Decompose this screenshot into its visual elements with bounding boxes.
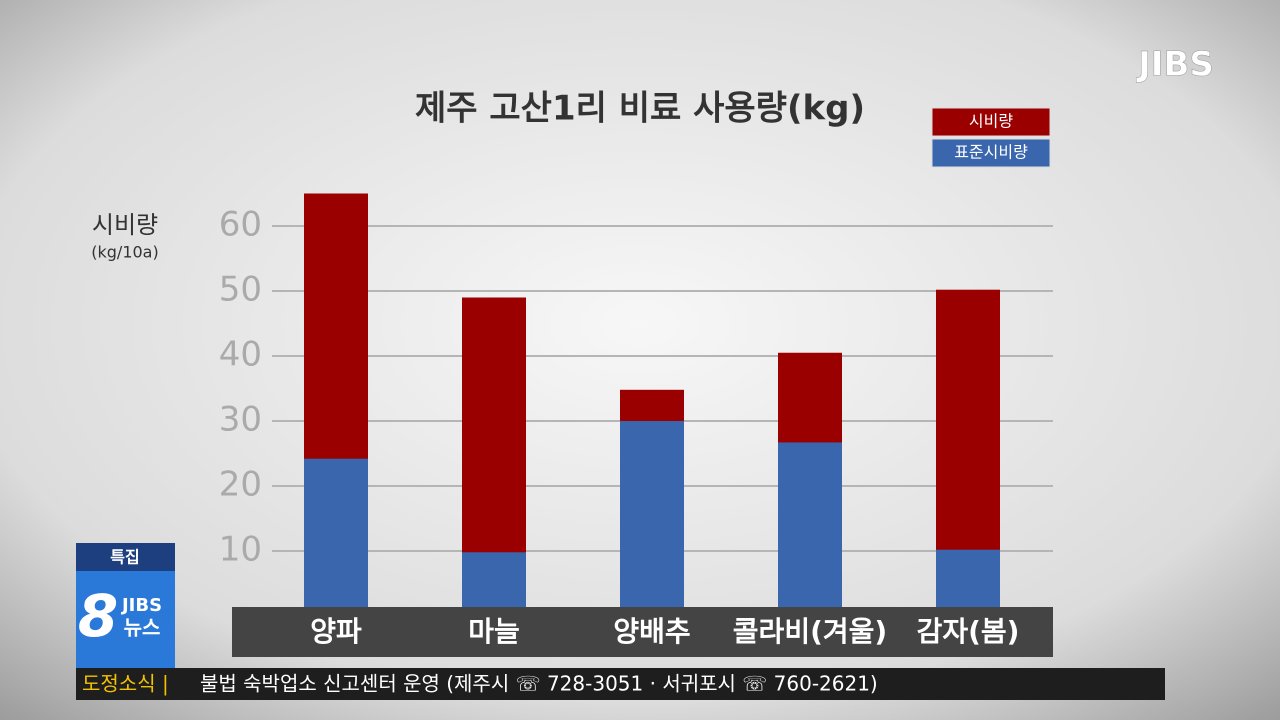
y-axis-unit: (kg/10a)	[91, 243, 158, 262]
y-tick-label: 20	[219, 465, 262, 505]
y-axis-label: 시비량	[92, 211, 158, 239]
x-tick-label: 마늘	[468, 615, 520, 648]
program-name: 뉴스	[124, 616, 161, 640]
channel-logo: JIBS	[1136, 45, 1214, 85]
ticker-text: 불법 숙박업소 신고센터 운영 (제주시 ☏ 728-3051 · 서귀포시 ☏…	[200, 672, 878, 696]
legend-label: 시비량	[969, 112, 1013, 131]
program-number: 8	[78, 582, 118, 650]
program-brand: JIBS	[120, 595, 162, 616]
x-tick-label: 양파	[310, 615, 362, 648]
y-tick-label: 10	[219, 530, 262, 570]
legend-swatch	[931, 107, 1051, 137]
badge-box	[76, 543, 175, 571]
chart-title: 제주 고산1리 비료 사용량(kg)	[415, 89, 865, 129]
bar	[936, 549, 1000, 616]
program-box	[76, 571, 175, 668]
x-tick-label: 양배추	[613, 615, 690, 648]
ticker-bar	[76, 668, 1165, 700]
bar	[304, 458, 368, 616]
y-tick-label: 40	[219, 335, 262, 375]
legend-swatch	[931, 138, 1051, 168]
bar	[620, 421, 684, 616]
ticker-label: 도정소식 |	[82, 672, 169, 696]
bar	[778, 442, 842, 616]
x-tick-label: 콜라비(겨울)	[733, 615, 887, 648]
y-tick-label: 30	[219, 400, 262, 440]
badge: 특집	[110, 548, 139, 567]
category-band	[232, 607, 1053, 657]
y-tick-label: 60	[219, 205, 262, 245]
bar	[462, 552, 526, 616]
legend-label: 표준시비량	[954, 143, 1028, 162]
x-tick-label: 감자(봄)	[917, 615, 1020, 648]
y-tick-label: 50	[219, 270, 262, 310]
